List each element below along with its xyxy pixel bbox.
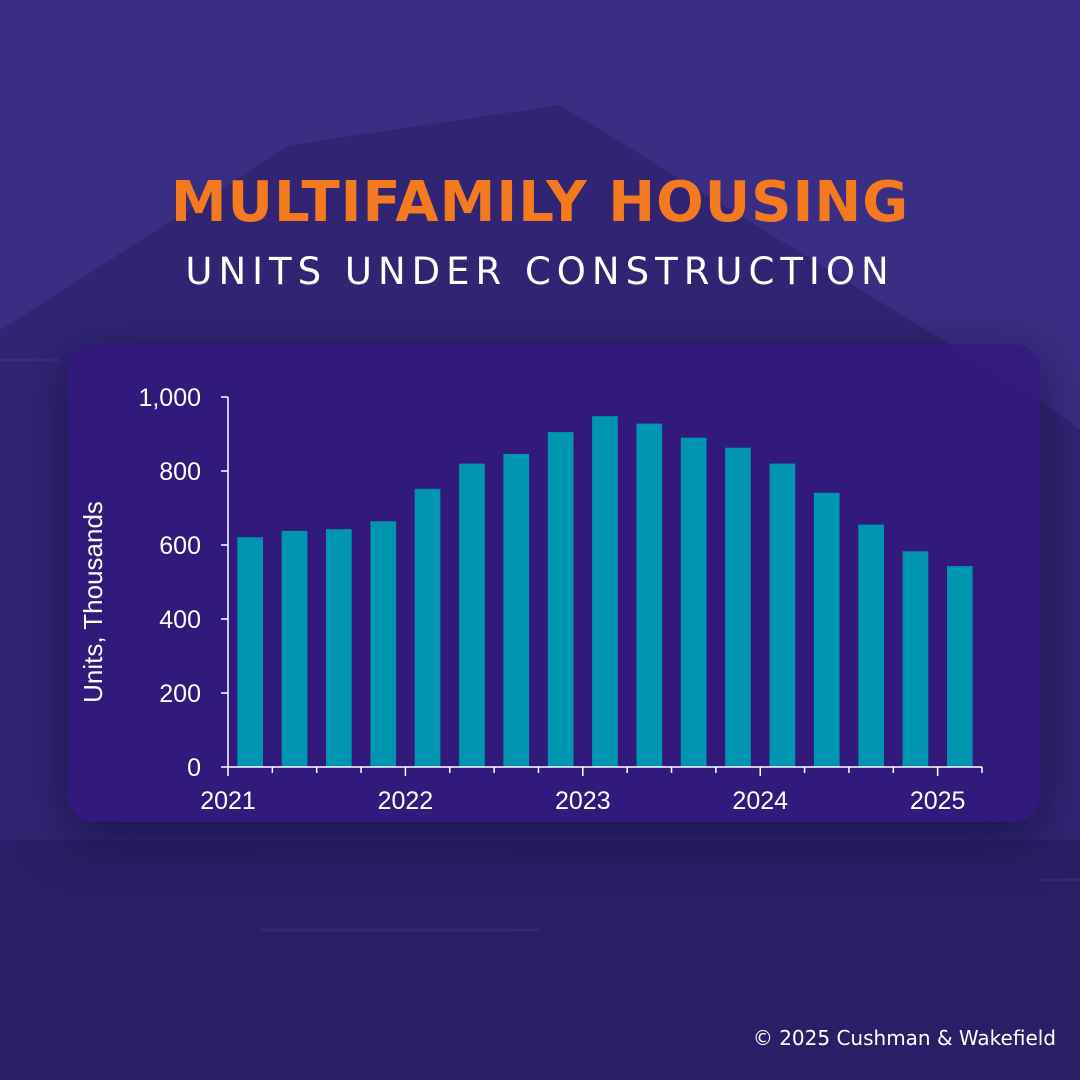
x-tick-label-2022: 2022 (378, 787, 434, 815)
copyright-credit: © 2025 Cushman & Wakefield (752, 1026, 1056, 1050)
bar-17 (947, 566, 973, 767)
bar-13 (769, 463, 796, 767)
page-subtitle: UNITS UNDER CONSTRUCTION (185, 250, 895, 293)
y-tick-label: 800 (159, 458, 201, 486)
bar-8 (547, 432, 574, 767)
bars-group (237, 416, 973, 767)
y-tick-label: 0 (187, 754, 201, 782)
bar-2 (281, 530, 308, 767)
y-tick-label: 1,000 (138, 384, 201, 412)
bar-11 (680, 437, 707, 767)
y-axis-label: Units, Thousands (78, 501, 108, 703)
bar-1 (237, 537, 263, 767)
bar-14 (813, 492, 840, 767)
y-tick-label: 600 (159, 532, 201, 560)
x-tick-label-2025: 2025 (910, 787, 966, 815)
x-tick-label-2021: 2021 (200, 787, 256, 815)
x-tick-label-2024: 2024 (732, 787, 788, 815)
page-title: MULTIFAMILY HOUSING (170, 170, 910, 235)
bar-10 (636, 423, 663, 767)
bar-5 (414, 488, 441, 767)
bar-7 (503, 454, 530, 767)
bar-3 (326, 529, 352, 767)
bar-16 (902, 551, 929, 767)
x-tick-label-2023: 2023 (555, 787, 611, 815)
bar-12 (725, 447, 751, 767)
bar-4 (370, 521, 397, 767)
x-ticks-group: 2021 2022 2023 2024 2025 (200, 767, 983, 815)
bar-15 (858, 524, 884, 767)
y-ticks-group: 0 200 400 600 800 1,000 (138, 384, 228, 782)
bar-6 (459, 463, 485, 767)
y-tick-label: 400 (159, 606, 201, 634)
y-tick-label: 200 (159, 680, 201, 708)
bar-9 (592, 416, 618, 767)
